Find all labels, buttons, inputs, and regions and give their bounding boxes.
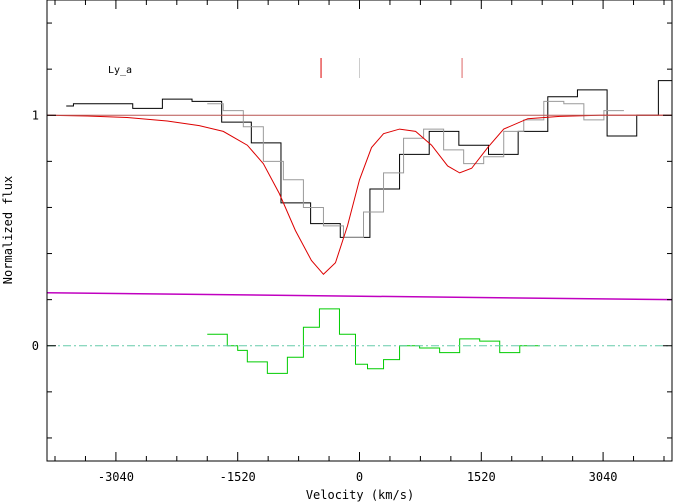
x-tick-label: -3040 — [98, 470, 134, 484]
x-tick-label: 0 — [356, 470, 363, 484]
series-error — [46, 291, 673, 301]
x-tick-label: 1520 — [467, 470, 496, 484]
y-tick-label: 1 — [32, 108, 39, 122]
y-axis-label: Normalized flux — [1, 176, 15, 284]
y-tick-label: 0 — [32, 339, 39, 353]
series-model — [46, 114, 672, 276]
axis-ticks — [47, 0, 672, 461]
plot-area — [46, 58, 673, 374]
x-axis-label: Velocity (km/s) — [306, 488, 414, 502]
tick-labels: -3040 -1520 0 1520 3040 0 1 — [32, 108, 618, 484]
x-tick-label: -1520 — [220, 470, 256, 484]
series-data-alt — [207, 100, 624, 238]
series-residual — [207, 308, 540, 374]
x-tick-label: 3040 — [589, 470, 618, 484]
series-data — [66, 80, 672, 238]
ion-label: Ly_a — [108, 65, 132, 76]
